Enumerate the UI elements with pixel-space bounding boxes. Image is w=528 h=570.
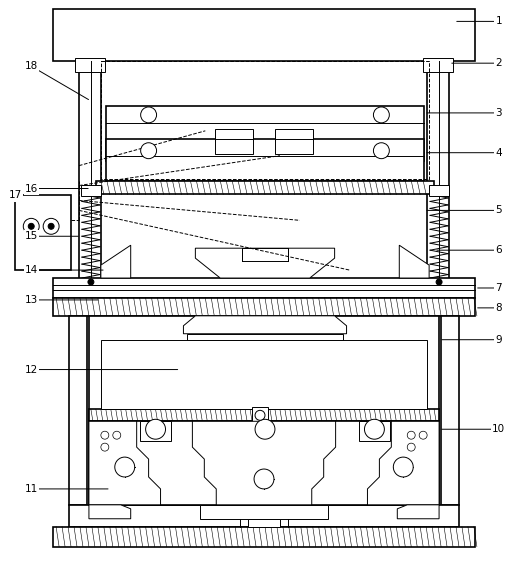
Bar xyxy=(248,519,280,527)
Circle shape xyxy=(436,279,442,285)
Text: 2: 2 xyxy=(495,58,502,68)
Bar xyxy=(53,298,475,316)
Polygon shape xyxy=(200,505,328,519)
Circle shape xyxy=(146,420,165,439)
Bar xyxy=(429,185,449,197)
Text: 4: 4 xyxy=(495,148,502,158)
Text: 9: 9 xyxy=(495,335,502,345)
Circle shape xyxy=(255,420,275,439)
Bar xyxy=(89,409,439,421)
Text: 8: 8 xyxy=(495,303,502,313)
Text: 18: 18 xyxy=(25,61,38,71)
Bar xyxy=(427,61,449,290)
Bar xyxy=(242,248,288,261)
Circle shape xyxy=(88,279,94,285)
Polygon shape xyxy=(89,421,161,505)
Bar xyxy=(140,421,172,441)
Bar xyxy=(53,527,475,547)
Bar xyxy=(252,408,268,424)
Circle shape xyxy=(393,457,413,477)
Circle shape xyxy=(115,457,135,477)
Polygon shape xyxy=(399,245,429,278)
Bar xyxy=(69,505,459,527)
Circle shape xyxy=(407,431,415,439)
Polygon shape xyxy=(397,505,439,519)
Circle shape xyxy=(101,431,109,439)
Bar xyxy=(79,61,101,290)
Polygon shape xyxy=(183,316,346,334)
Bar xyxy=(106,139,424,181)
Bar xyxy=(423,58,453,72)
Circle shape xyxy=(373,142,389,158)
Bar xyxy=(15,196,71,270)
Text: 7: 7 xyxy=(495,283,502,293)
Polygon shape xyxy=(192,421,336,505)
Bar xyxy=(69,316,87,505)
Text: 1: 1 xyxy=(495,17,502,26)
Text: 5: 5 xyxy=(495,205,502,215)
Circle shape xyxy=(255,410,265,420)
Polygon shape xyxy=(89,505,131,519)
Bar xyxy=(81,185,101,197)
Circle shape xyxy=(43,218,59,234)
Text: 14: 14 xyxy=(25,265,38,275)
Bar xyxy=(106,106,424,161)
Text: 6: 6 xyxy=(495,245,502,255)
Circle shape xyxy=(140,142,157,158)
Bar xyxy=(89,421,439,505)
Polygon shape xyxy=(101,245,131,278)
Text: 11: 11 xyxy=(25,484,38,494)
Text: 3: 3 xyxy=(495,108,502,118)
Bar xyxy=(101,340,427,409)
Bar xyxy=(359,421,390,441)
Circle shape xyxy=(28,223,34,229)
Bar xyxy=(53,278,475,298)
Circle shape xyxy=(373,107,389,123)
Text: 16: 16 xyxy=(25,184,38,193)
Bar xyxy=(53,10,475,61)
Circle shape xyxy=(407,443,415,451)
Text: 17: 17 xyxy=(8,190,22,201)
Bar xyxy=(249,421,281,441)
Circle shape xyxy=(254,469,274,489)
Circle shape xyxy=(364,420,384,439)
Text: 10: 10 xyxy=(492,424,505,434)
Circle shape xyxy=(419,431,427,439)
Circle shape xyxy=(23,218,39,234)
Bar xyxy=(187,334,343,340)
Bar xyxy=(89,316,439,505)
Bar xyxy=(275,129,313,154)
Bar xyxy=(75,58,105,72)
Text: 12: 12 xyxy=(25,365,38,374)
Polygon shape xyxy=(195,248,335,278)
Circle shape xyxy=(113,431,121,439)
Polygon shape xyxy=(367,421,439,505)
Text: 13: 13 xyxy=(25,295,38,305)
Circle shape xyxy=(48,223,54,229)
Bar xyxy=(215,129,253,154)
Text: 15: 15 xyxy=(25,231,38,241)
Bar xyxy=(441,316,459,505)
Circle shape xyxy=(140,107,157,123)
Circle shape xyxy=(101,443,109,451)
Bar xyxy=(96,181,434,194)
